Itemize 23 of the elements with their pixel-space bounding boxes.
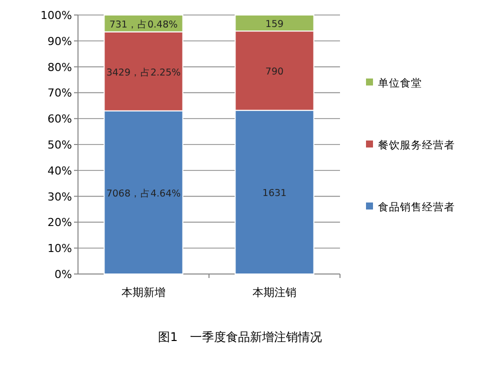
- y-tick-label: 10%: [48, 242, 72, 256]
- y-tick-label: 50%: [48, 138, 72, 152]
- y-tick-label: 60%: [48, 112, 72, 126]
- y-tick-label: 100%: [40, 9, 72, 22]
- x-tick-label: 本期注销: [252, 286, 296, 299]
- y-tick-label: 0%: [54, 268, 72, 281]
- x-tick-label: 本期新增: [122, 286, 166, 299]
- y-tick-label: 80%: [48, 60, 72, 74]
- annotation: 159: [265, 19, 284, 30]
- text: 图1 一季度食品新增注销情况: [158, 330, 322, 344]
- legend-label: 食品销售经营者: [378, 200, 455, 214]
- annotation: 3429，占2.25%: [106, 66, 181, 78]
- annotation: 1631: [262, 188, 287, 200]
- legend-label: 餐饮服务经营者: [378, 138, 455, 152]
- y-tick-label: 70%: [48, 86, 72, 100]
- y-tick-label: 40%: [48, 164, 72, 178]
- annotation: 790: [265, 66, 284, 78]
- legend-label: 单位食堂: [378, 76, 422, 90]
- annotation: 731，占0.48%: [109, 18, 178, 30]
- y-tick-label: 90%: [48, 34, 72, 48]
- y-tick-label: 30%: [48, 190, 72, 204]
- annotation: 7068，占4.64%: [106, 187, 181, 200]
- y-tick-label: 20%: [48, 216, 72, 230]
